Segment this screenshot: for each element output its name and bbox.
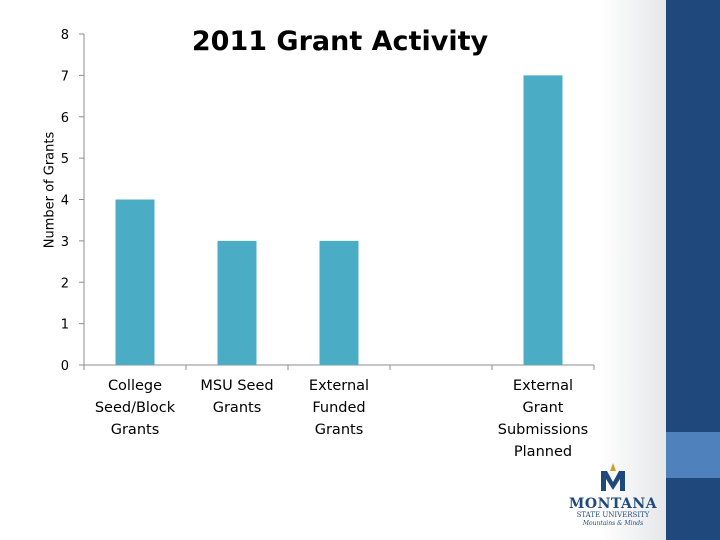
x-category-label: External Grant Submissions Planned [497, 378, 589, 460]
bar-chart: 0 1 2 3 4 5 6 7 8 [61, 28, 595, 374]
y-axis-title: Number of Grants [42, 131, 58, 249]
logo-tagline: Mountains & Minds [582, 520, 644, 527]
bar [217, 240, 257, 365]
bar [319, 240, 359, 365]
chart-title: 2011 Grant Activity [191, 26, 489, 57]
y-tick-label: 3 [61, 235, 69, 250]
y-tick-label: 6 [61, 111, 69, 126]
y-tick-label: 1 [61, 318, 69, 333]
x-category-label: MSU Seed Grants [200, 378, 274, 416]
y-tick-label: 5 [61, 152, 69, 167]
y-tick-label: 4 [61, 194, 69, 209]
bar [115, 199, 155, 365]
y-tick-label: 2 [61, 276, 69, 291]
bar [523, 75, 563, 365]
y-tick-label: 8 [61, 28, 69, 43]
logo-wordmark: MONTANA [568, 496, 658, 512]
slide-shade [600, 0, 666, 540]
logo-subtitle: STATE UNIVERSITY [576, 511, 650, 519]
x-category-label: College Seed/Block Grants [94, 378, 176, 438]
montana-state-logo: MONTANA STATE UNIVERSITY Mountains & Min… [568, 462, 658, 534]
y-tick-label: 7 [61, 69, 69, 84]
y-tick-label: 0 [61, 359, 69, 374]
sidebar-accent [666, 432, 720, 478]
x-category-label: External Funded Grants [308, 378, 370, 438]
m-mountain-icon [601, 463, 625, 491]
